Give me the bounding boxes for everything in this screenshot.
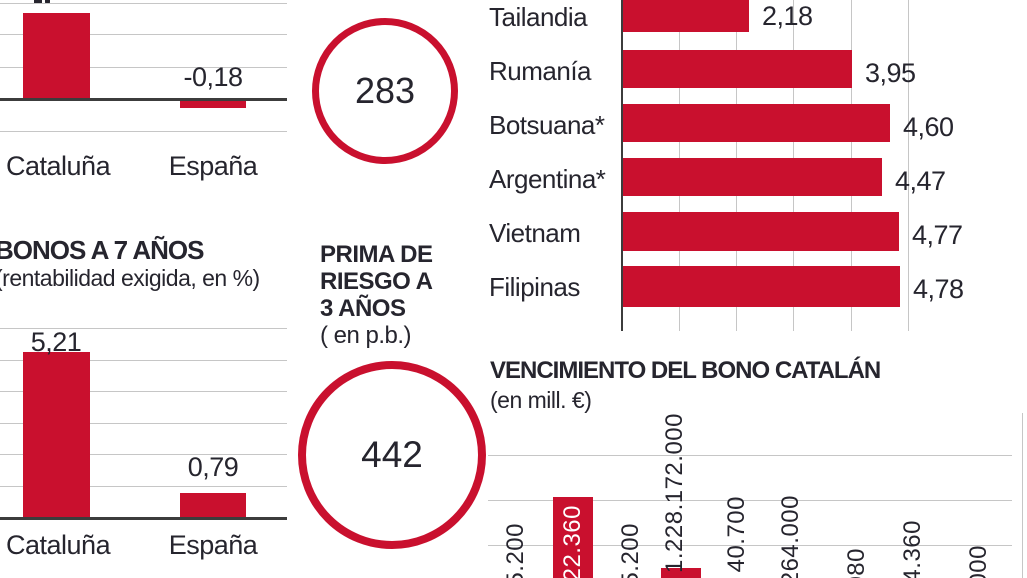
risk-premium-value: 442 [361, 434, 423, 475]
gridline [0, 360, 287, 361]
bar-rumania [623, 50, 852, 88]
gridline [488, 455, 1012, 456]
category-label-espana: España [168, 151, 258, 181]
gridline [0, 454, 287, 455]
maturity-value-label: 080 [843, 548, 870, 578]
category-label-espana: España [168, 530, 258, 560]
country-label-argentina: Argentina* [489, 164, 606, 194]
country-label-tailandia: Tailandia [489, 2, 588, 32]
country-label-vietnam: Vietnam [489, 218, 581, 248]
maturity-value-label: 40.700 [723, 496, 750, 573]
bar-value-label: -0,18 [183, 62, 243, 92]
maturity-value-label: 4.360 [899, 520, 926, 578]
gridline [0, 328, 287, 329]
chart-subtitle: (en mill. €) [490, 387, 592, 413]
gridline [0, 423, 287, 424]
bar-value-label: 3,95 [865, 58, 916, 88]
chart-title: VENCIMIENTO DEL BONO CATALÁN [490, 357, 881, 384]
gridline [488, 500, 1012, 501]
gridline [1022, 413, 1023, 578]
risk-premium-title-line: 3 AÑOS [320, 295, 406, 322]
baseline-axis [621, 0, 623, 331]
gridline [0, 34, 287, 35]
country-label-botsuana: Botsuana* [489, 110, 605, 140]
bar-value-label: 4,78 [913, 274, 964, 304]
zero-axis-line [0, 517, 287, 520]
risk-premium-title-line: PRIMA DE [320, 241, 433, 268]
maturity-bar-highlight [553, 497, 593, 578]
bar-tailandia [623, 0, 749, 32]
bar-vietnam [623, 212, 899, 251]
bar-espana-3y [180, 101, 246, 108]
category-label-cataluna: Cataluña [6, 530, 111, 560]
country-label-rumania: Rumanía [489, 56, 592, 86]
clipped-text-fragment [45, 0, 50, 4]
gridline [488, 545, 1012, 546]
maturity-value-label: 264.000 [777, 495, 804, 578]
maturity-value-label: 000 [965, 545, 992, 578]
risk-premium-circle-3y: 442 [298, 361, 486, 549]
risk-premium-title-line: RIESGO A [320, 268, 433, 295]
risk-premium-value: 283 [354, 70, 416, 111]
gridline [0, 391, 287, 392]
chart-subtitle: (rentabilidad exigida, en %) [0, 265, 260, 291]
chart-title: BONOS A 7 AÑOS [0, 235, 204, 265]
bar-value-label: 2,18 [762, 1, 813, 31]
maturity-value-label: 1.228.172.000 [661, 413, 688, 573]
clipped-text-fragment [34, 0, 42, 3]
bar-value-label: 0,79 [187, 452, 239, 482]
maturity-value-label: 5.200 [617, 523, 644, 578]
gridline [0, 486, 287, 487]
gridline [0, 131, 287, 132]
zero-axis-line [0, 98, 287, 101]
bar-value-label: 5,21 [30, 327, 82, 357]
gridline [0, 67, 287, 68]
bar-botsuana [623, 104, 890, 142]
risk-premium-circle-top: 283 [312, 18, 458, 164]
bar-espana-7y [180, 493, 246, 517]
category-label-cataluna: Cataluña [6, 151, 111, 181]
bar-cataluna-7y [23, 352, 90, 517]
risk-premium-unit-line: ( en p.b.) [320, 322, 412, 349]
bar-value-label: 4,47 [895, 166, 946, 196]
bar-value-label: 4,60 [903, 112, 954, 142]
bar-cataluna-3y [23, 13, 90, 98]
gridline [908, 0, 909, 331]
maturity-value-label: 5.200 [502, 523, 529, 578]
bar-argentina [623, 158, 882, 196]
maturity-bar [661, 568, 701, 578]
country-label-filipinas: Filipinas [489, 272, 580, 302]
maturity-value-label-highlight: 22.360 [559, 505, 586, 578]
gridline [0, 3, 287, 4]
bar-filipinas [623, 266, 900, 307]
bar-value-label: 4,77 [912, 220, 963, 250]
